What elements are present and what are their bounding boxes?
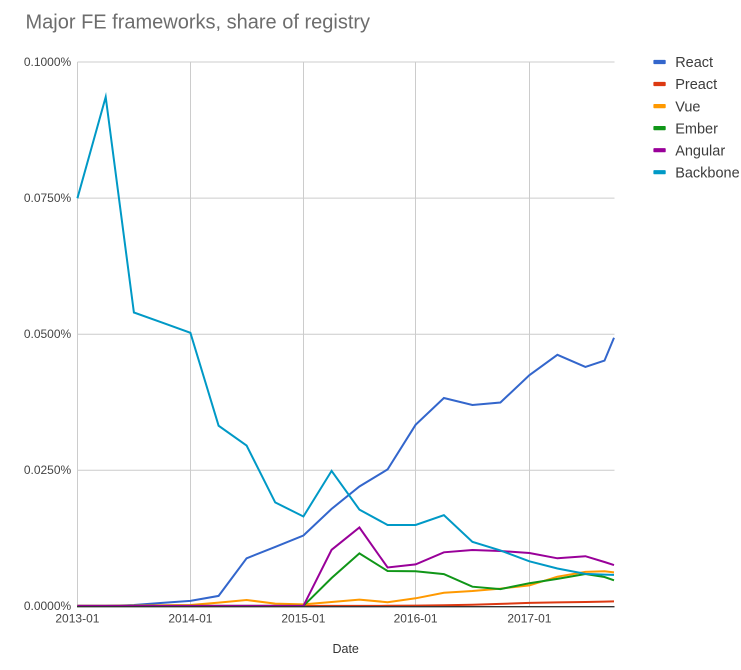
- svg-text:React: React: [675, 55, 713, 71]
- svg-text:Angular: Angular: [675, 143, 725, 159]
- svg-text:0.0750%: 0.0750%: [24, 191, 72, 205]
- svg-text:2014-01: 2014-01: [168, 612, 212, 626]
- svg-text:0.0250%: 0.0250%: [24, 463, 72, 477]
- svg-text:2017-01: 2017-01: [507, 612, 551, 626]
- svg-text:Date: Date: [332, 642, 358, 656]
- svg-text:0.0000%: 0.0000%: [24, 599, 72, 613]
- svg-text:Preact: Preact: [675, 77, 717, 93]
- svg-text:2016-01: 2016-01: [394, 612, 438, 626]
- svg-text:2013-01: 2013-01: [55, 612, 99, 626]
- svg-text:Backbone: Backbone: [675, 165, 740, 181]
- svg-text:Major FE frameworks, share of: Major FE frameworks, share of registry: [26, 11, 371, 33]
- svg-text:Ember: Ember: [675, 121, 718, 137]
- svg-text:2015-01: 2015-01: [281, 612, 325, 626]
- svg-text:Vue: Vue: [675, 99, 700, 115]
- svg-text:0.0500%: 0.0500%: [24, 327, 72, 341]
- svg-text:0.1000%: 0.1000%: [24, 55, 72, 69]
